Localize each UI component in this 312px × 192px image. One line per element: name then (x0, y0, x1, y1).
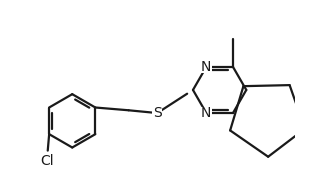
Text: Cl: Cl (40, 154, 54, 168)
FancyBboxPatch shape (201, 107, 212, 119)
FancyBboxPatch shape (37, 155, 57, 167)
FancyBboxPatch shape (152, 107, 163, 119)
FancyBboxPatch shape (201, 60, 212, 73)
Text: N: N (201, 106, 212, 120)
Text: N: N (201, 60, 212, 74)
Text: S: S (153, 106, 162, 120)
